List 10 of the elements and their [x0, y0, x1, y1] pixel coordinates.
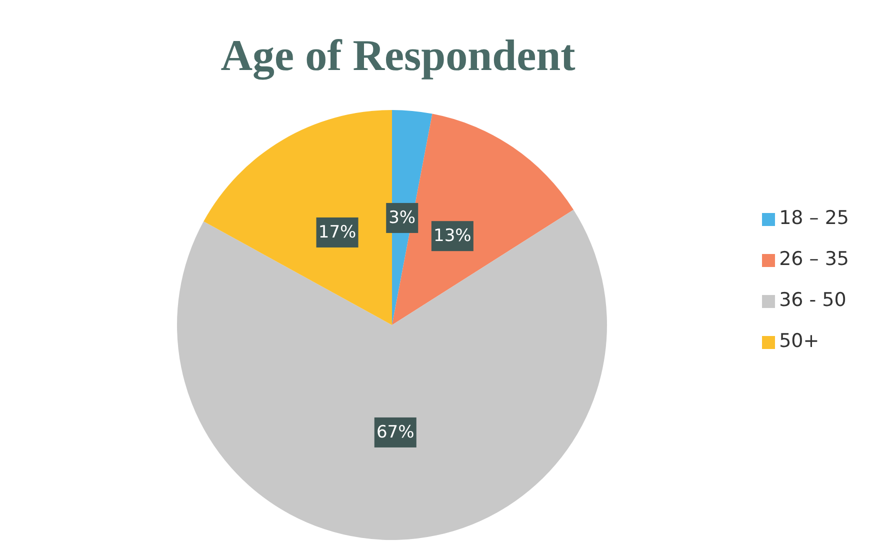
- pie-slice: [177, 210, 607, 540]
- legend-label: 36 - 50: [779, 289, 846, 311]
- data-label: 67%: [376, 422, 414, 442]
- data-label: 13%: [434, 226, 472, 246]
- data-label: 17%: [318, 222, 356, 242]
- legend-label: 50+: [779, 330, 820, 352]
- data-label: 3%: [388, 208, 416, 228]
- chart-title: Age of Respondent: [220, 30, 576, 81]
- legend-label: 18 – 25: [779, 207, 849, 229]
- legend-label: 26 – 35: [779, 248, 849, 270]
